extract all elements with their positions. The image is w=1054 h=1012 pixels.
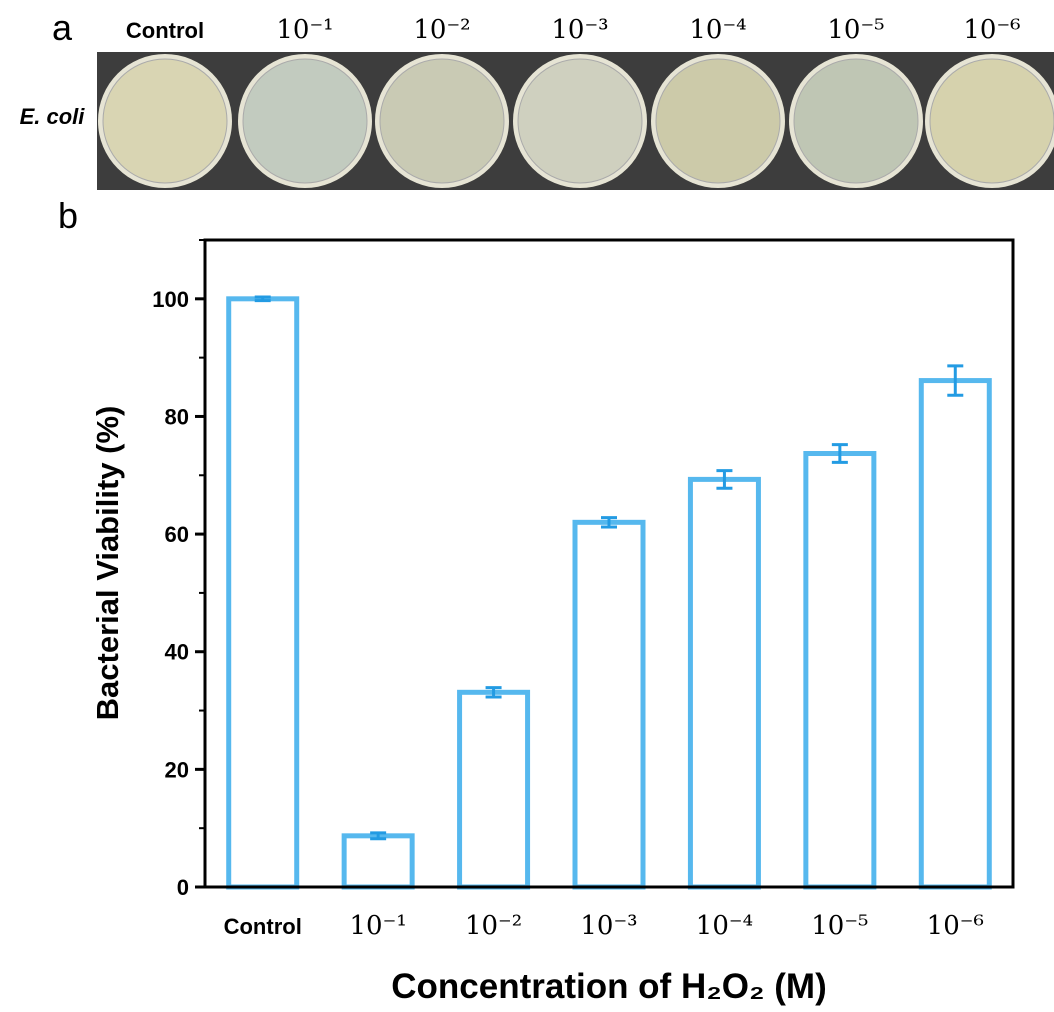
column-label: Control [126,18,204,43]
column-label: 10⁻³ [551,15,608,45]
agar [102,58,228,184]
x-axis-label: Concentration of H₂O₂ (M) [391,967,827,1006]
x-tick-label: 10⁻² [465,911,522,941]
y-tick-label: 100 [152,287,189,312]
x-tick-label: 10⁻⁵ [811,911,868,941]
bar [803,451,877,890]
agar [242,58,368,184]
bar [226,296,300,890]
column-label: 10⁻¹ [276,15,333,45]
row-label: E. coli [20,104,86,129]
x-tick-label: 10⁻⁴ [696,911,753,941]
y-tick-label: 20 [165,757,189,782]
agar [929,58,1054,184]
agar [793,58,919,184]
column-label: 10⁻² [413,15,470,45]
bar [918,378,992,890]
agar [655,58,781,184]
x-tick-label: 10⁻⁶ [927,911,984,941]
column-label: 10⁻⁵ [827,15,884,45]
bar [572,519,646,890]
panel-label: b [58,195,78,236]
agar [517,58,643,184]
y-axis-label: Bacterial Viability (%) [90,406,125,721]
y-tick-label: 0 [177,875,189,900]
bar [457,689,531,890]
column-label: 10⁻⁶ [963,15,1020,45]
agar [379,58,505,184]
bar [341,833,415,890]
x-tick-label: 10⁻³ [580,911,637,941]
axes-frame [203,238,1015,889]
column-label: 10⁻⁴ [689,15,746,45]
bar [687,476,761,890]
x-tick-label: Control [224,914,302,939]
y-tick-label: 80 [165,404,189,429]
x-tick-label: 10⁻¹ [350,911,407,941]
y-tick-label: 40 [165,640,189,665]
panel-label: a [52,7,73,48]
y-tick-label: 60 [165,522,189,547]
